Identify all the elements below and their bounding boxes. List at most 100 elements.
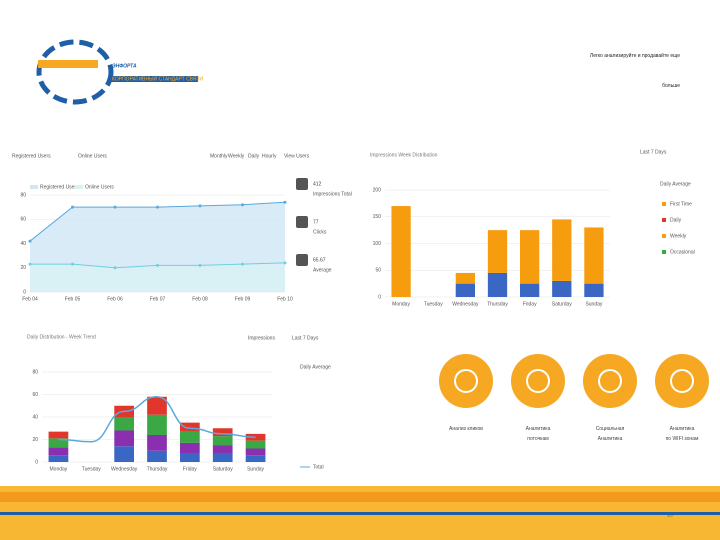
x-tick-label: Sunday (247, 466, 264, 472)
x-tick-label: Sunday (585, 301, 602, 307)
chart-title: Daily Distribution - Week Trend (27, 334, 96, 340)
x-tick-label: Feb 05 (65, 296, 81, 302)
x-tick-label: Monday (392, 301, 410, 307)
y-tick-label: 100 (373, 241, 382, 247)
feature-label: Аналитика поточкам (526, 426, 551, 442)
logo-strip (110, 76, 198, 82)
feature-icon-inner (598, 369, 622, 393)
y-tick-label: 50 (375, 268, 381, 274)
y-tick-label: 40 (32, 414, 38, 420)
legend-label: Weekly (670, 233, 687, 239)
page-number: 20 (667, 512, 673, 518)
legend-label: Occasional (670, 249, 695, 255)
stat-value: 65.67 (313, 257, 326, 263)
point (71, 262, 74, 266)
bar-segment (48, 455, 69, 462)
dropdown[interactable]: Impressions (248, 335, 275, 341)
y-tick-label: 20 (20, 265, 26, 271)
bar-segment (180, 422, 200, 432)
bar-segment (455, 283, 475, 297)
x-tick-label: Feb 09 (235, 296, 251, 302)
control[interactable]: Online Users (78, 153, 107, 159)
point (28, 262, 32, 266)
x-tick-label: Wednesday (111, 466, 138, 472)
dropdown[interactable]: Last 7 Days (640, 149, 667, 155)
feature-icon (583, 354, 637, 408)
bar-segment (147, 450, 167, 462)
bar-segment (552, 219, 572, 281)
control[interactable]: Weekly (228, 153, 245, 159)
x-tick-label: Feb 10 (277, 296, 293, 302)
point (198, 204, 202, 208)
bar-segment (212, 428, 233, 437)
footer-line (0, 512, 720, 515)
control[interactable]: Hourly (262, 153, 277, 159)
bar-segment (114, 446, 134, 462)
legend-swatch (30, 185, 38, 189)
feature-label: Аналитика по WIFI зонам (666, 426, 699, 442)
feature-label: Анализ кликов (449, 426, 483, 432)
control[interactable]: Monthly (210, 153, 228, 159)
bar-segment (147, 435, 167, 451)
y-tick-label: 80 (32, 369, 38, 375)
feature-icon-inner (670, 369, 694, 393)
x-tick-label: Feb 04 (22, 296, 38, 302)
stat-label: Clicks (313, 229, 327, 235)
legend-label: Daily (670, 217, 682, 223)
point (198, 263, 202, 267)
feature-icon-inner (526, 369, 550, 393)
bar-segment (180, 453, 200, 462)
logo: ЭНФОРТА КОРПОРАТИВНЫЙ СТАНДАРТ СВЯЗИ (36, 39, 203, 105)
control[interactable]: Daily (248, 153, 260, 159)
total-line (58, 395, 256, 443)
bar-segment (180, 431, 200, 443)
y-tick-label: 0 (35, 459, 38, 465)
stat-icon (296, 216, 308, 228)
stat-icon (296, 178, 308, 190)
stat-value: 77 (313, 219, 319, 225)
legend-label: First Time (670, 201, 692, 207)
stat-label: Average (313, 267, 332, 273)
x-tick-label: Thursday (147, 466, 168, 472)
point (28, 239, 32, 243)
logo-bar (38, 60, 98, 68)
y-tick-label: 40 (20, 241, 26, 247)
logo-ring (36, 39, 114, 105)
x-tick-label: Thursday (487, 301, 508, 307)
x-tick-label: Saturday (552, 301, 573, 307)
dropdown[interactable]: Last 7 Days (292, 335, 319, 341)
legend-title: Daily Average (660, 181, 691, 187)
bar-segment (147, 414, 167, 435)
point (156, 263, 159, 267)
feature: Аналитика по WIFI зонам (655, 354, 709, 442)
bar-segment (114, 430, 134, 447)
x-tick-label: Feb 06 (107, 296, 123, 302)
x-tick-label: Friday (523, 301, 537, 307)
feature-icon-inner (454, 369, 478, 393)
x-tick-label: Monday (50, 466, 68, 472)
point (283, 200, 287, 204)
feature-icon (439, 354, 493, 408)
footer-stripe (0, 492, 720, 502)
x-tick-label: Tuesday (82, 466, 101, 472)
bar-segment (584, 227, 604, 284)
bar-segment (455, 272, 475, 284)
slide-title: Легко анализируйте и продавайте еще больш… (590, 52, 680, 89)
point (113, 266, 117, 270)
feature: Анализ кликов (439, 354, 493, 432)
point (71, 205, 74, 209)
legend-swatch (75, 185, 83, 189)
bar-segment (48, 447, 69, 456)
bar-segment (180, 442, 200, 453)
y-tick-label: 0 (378, 294, 381, 300)
point (241, 262, 244, 266)
control[interactable]: View Users (284, 153, 310, 159)
bar-segment (212, 445, 233, 453)
bar-segment (48, 431, 69, 439)
y-tick-label: 150 (373, 214, 382, 220)
control[interactable]: Registered Users (12, 153, 51, 159)
x-tick-label: Feb 08 (192, 296, 208, 302)
legend-label: Total (313, 464, 324, 470)
feature-icon (655, 354, 709, 408)
